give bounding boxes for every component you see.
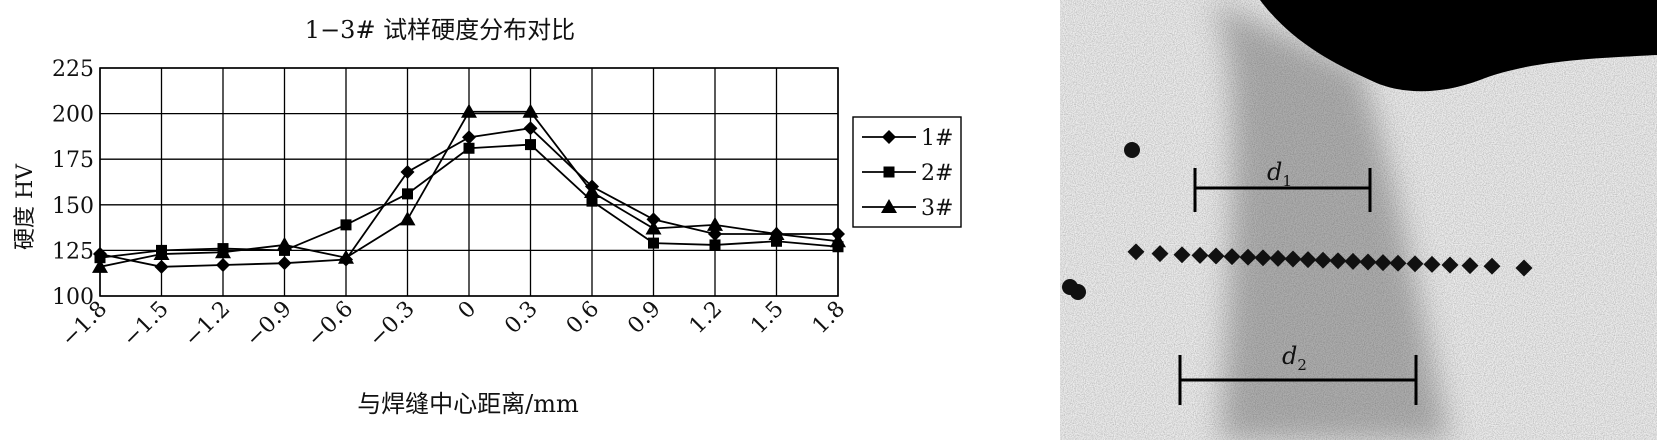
data-point xyxy=(584,184,600,199)
legend-marker xyxy=(881,199,897,213)
data-point xyxy=(399,211,416,226)
chart-title: 1−3# 试样硬度分布对比 xyxy=(305,16,575,44)
data-point xyxy=(461,103,477,118)
x-tick-label: 0.9 xyxy=(623,297,665,339)
y-axis-label: 硬度 HV xyxy=(13,163,38,250)
series-3 xyxy=(92,103,846,273)
data-point xyxy=(92,258,108,273)
x-tick-label: 0.6 xyxy=(562,297,604,339)
data-point xyxy=(462,130,476,145)
x-tick-label: −1.5 xyxy=(118,297,173,352)
x-tick-label: 0 xyxy=(454,297,482,325)
x-tick-label: −0.9 xyxy=(241,297,296,352)
data-point xyxy=(400,164,415,179)
data-point xyxy=(215,244,231,259)
legend-label: 2# xyxy=(921,161,953,186)
legend-label: 1# xyxy=(921,126,953,151)
d1-label: d1 xyxy=(1267,158,1292,190)
y-tick-label: 150 xyxy=(52,194,94,219)
legend-marker xyxy=(882,130,896,144)
data-point xyxy=(338,249,354,264)
y-tick-label: 175 xyxy=(52,148,94,173)
weld-micrograph: d1 d2 xyxy=(1060,0,1657,440)
data-point xyxy=(707,216,723,231)
data-point xyxy=(709,239,721,251)
weld-pore-dark-region xyxy=(1155,0,1657,92)
data-point xyxy=(586,195,598,207)
legend-marker xyxy=(883,166,895,178)
grid xyxy=(99,67,839,297)
plot-frame xyxy=(99,67,839,297)
data-point xyxy=(522,103,539,118)
data-point xyxy=(276,236,293,251)
x-tick-label: 1.8 xyxy=(808,297,850,339)
x-tick-label: −0.3 xyxy=(364,297,419,352)
data-point xyxy=(646,212,661,227)
data-point xyxy=(830,233,846,248)
x-tick-label: 0.3 xyxy=(500,297,542,339)
heat-affected-zone xyxy=(1210,0,1450,440)
d2-label: d2 xyxy=(1282,342,1307,374)
x-tick-label: −0.6 xyxy=(303,297,358,352)
data-point xyxy=(525,139,536,151)
data-point xyxy=(523,121,538,136)
d1-scale-bar: d1 xyxy=(1193,158,1372,212)
data-point xyxy=(648,237,659,249)
series-layer xyxy=(92,103,846,274)
hardness-indent xyxy=(1124,142,1140,158)
data-point xyxy=(154,259,169,274)
data-point xyxy=(94,252,106,264)
legend-label: 3# xyxy=(921,196,953,221)
x-tick-label: 1.5 xyxy=(746,297,788,339)
x-tick-label: 1.2 xyxy=(685,297,727,339)
y-tick-label: 200 xyxy=(52,103,94,128)
data-point xyxy=(340,219,352,231)
data-point xyxy=(277,256,292,271)
x-axis-label: 与焊缝中心距离/mm xyxy=(357,390,579,418)
hardness-indent xyxy=(1062,279,1078,295)
data-point xyxy=(153,246,170,261)
y-tick-label: 225 xyxy=(52,57,94,82)
data-point xyxy=(402,188,413,200)
y-tick-label: 100 xyxy=(52,285,94,310)
data-point xyxy=(768,225,785,240)
x-tick-label: −1.2 xyxy=(180,297,235,352)
legend: 1# 2# 3# xyxy=(852,116,962,228)
data-point xyxy=(463,142,475,154)
y-tick-label: 125 xyxy=(52,239,94,264)
data-point xyxy=(771,235,782,247)
data-point xyxy=(216,257,230,272)
data-point xyxy=(645,220,662,235)
d2-scale-bar: d2 xyxy=(1178,342,1418,405)
